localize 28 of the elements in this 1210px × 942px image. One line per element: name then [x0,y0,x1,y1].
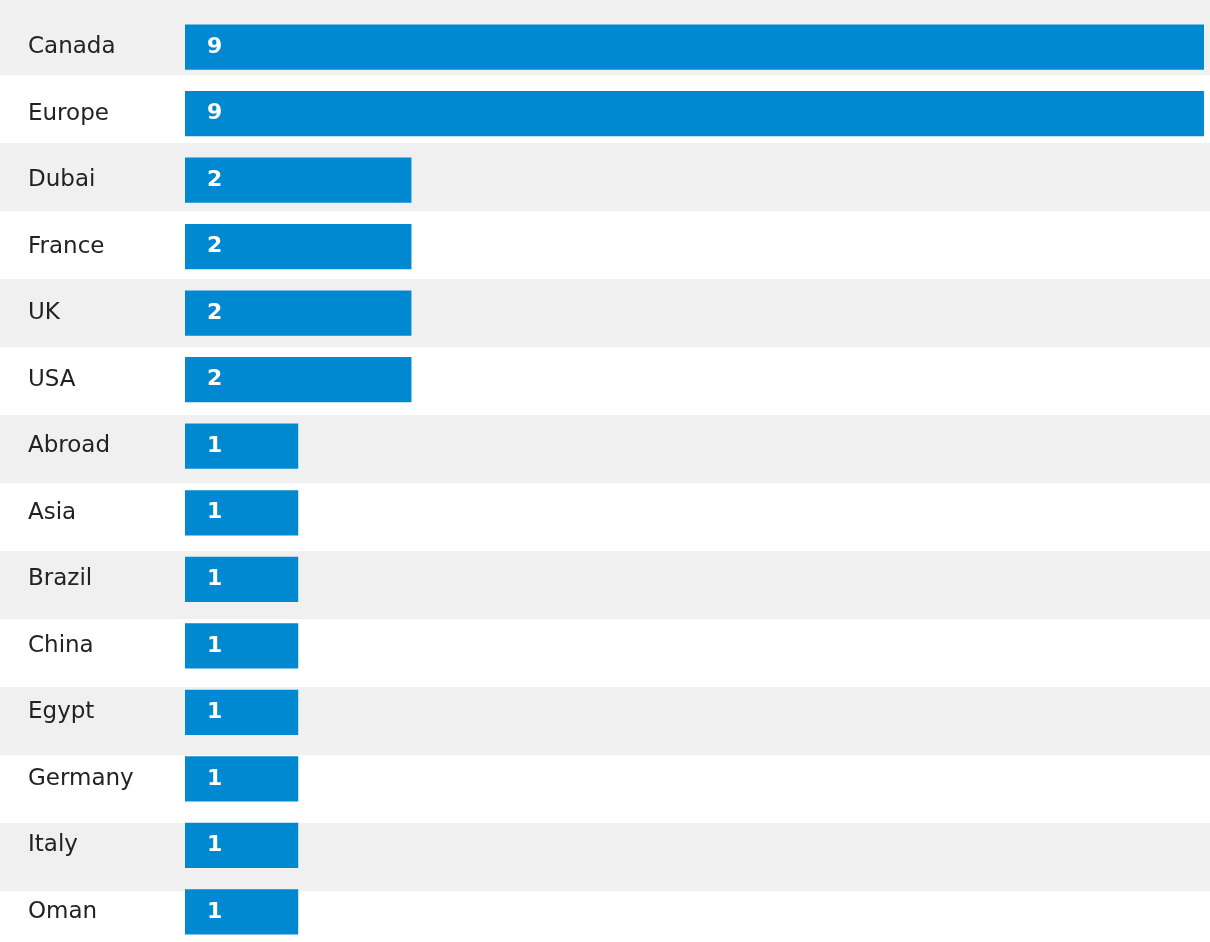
data-label: 1 [207,831,223,857]
y-tick-label: Italy [28,830,78,857]
y-tick-label: UK [28,298,61,325]
data-label: 1 [207,498,223,524]
y-tick-label: Brazil [28,564,93,591]
y-tick-label: Abroad [28,431,111,458]
y-tick-label: China [28,630,94,657]
y-tick-label: Canada [28,32,116,59]
data-label: 2 [207,365,223,391]
y-tick-label: Oman [28,896,98,923]
data-label: 2 [207,232,223,258]
data-label: 1 [207,631,223,657]
data-label: 9 [207,99,223,125]
y-tick-label: Egypt [28,697,95,724]
data-label: 9 [207,32,223,58]
y-tick-label: Europe [28,98,109,125]
y-tick-label: Asia [28,497,77,524]
y-tick-label: France [28,231,105,258]
data-label: 2 [207,298,223,324]
data-label: 2 [207,165,223,191]
y-tick-label: Dubai [28,165,96,192]
data-label: 1 [207,565,223,591]
data-label: 1 [207,431,223,457]
data-label: 1 [207,698,223,724]
y-tick-label: USA [28,364,76,391]
data-label: 1 [207,897,223,923]
y-tick-label: Germany [28,763,134,790]
data-label: 1 [207,764,223,790]
